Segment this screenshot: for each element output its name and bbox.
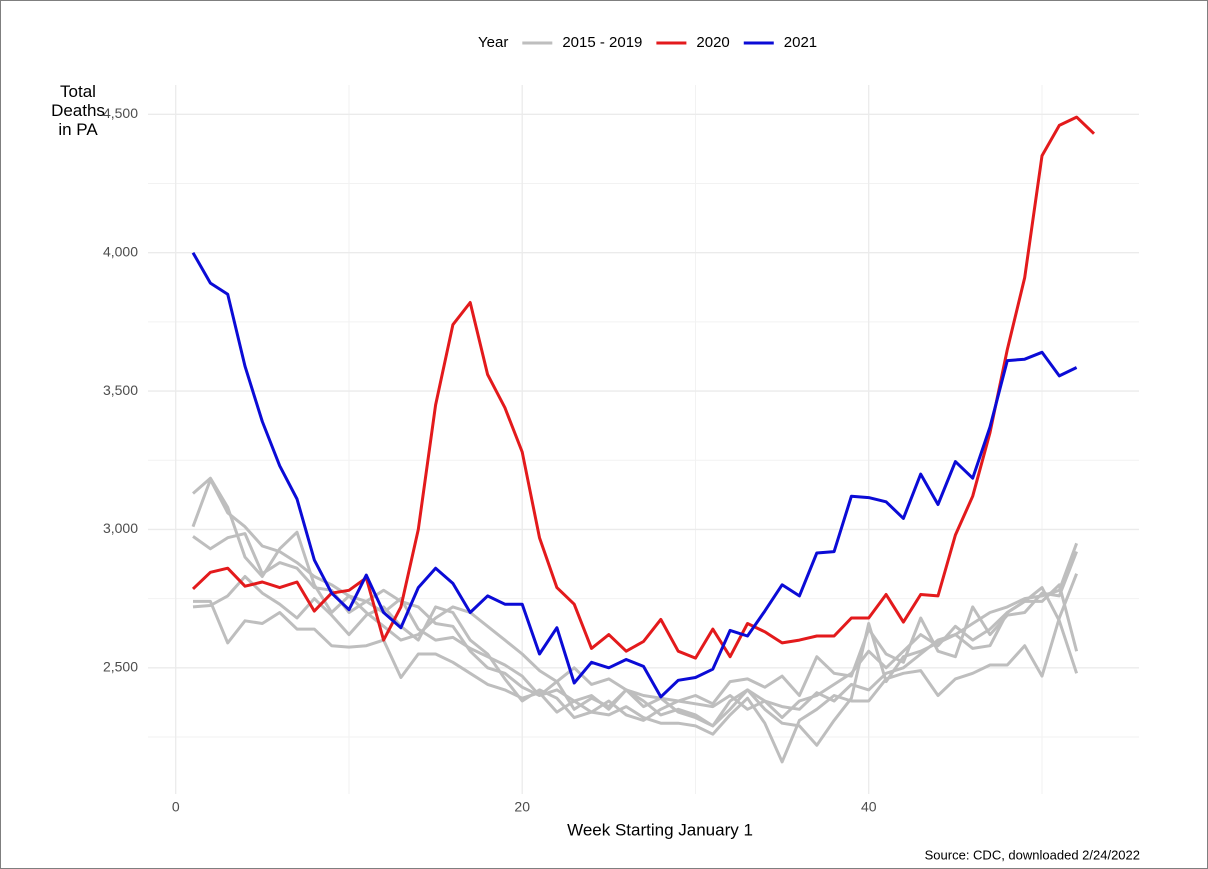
y-tick-label: 3,000: [103, 520, 138, 536]
caption: Source: CDC, downloaded 2/24/2022: [925, 847, 1140, 862]
series-line: [192, 551, 1078, 722]
legend-label: 2020: [696, 34, 729, 51]
y-tick-label: 4,000: [103, 243, 138, 259]
y-tick-label: 4,500: [103, 105, 138, 121]
legend-title: Year: [478, 34, 508, 51]
y-tick-label: 2,500: [103, 659, 138, 675]
x-tick-label: 20: [514, 799, 530, 815]
x-axis-title: Week Starting January 1: [567, 820, 753, 839]
series-line: [193, 573, 1078, 764]
legend-label: 2015 - 2019: [562, 34, 642, 51]
series-line: [191, 115, 1096, 660]
series-line: [191, 251, 1078, 699]
y-tick-label: 3,500: [103, 382, 138, 398]
legend-label: 2021: [784, 34, 817, 51]
series-line: [191, 478, 1079, 711]
series-line: [192, 476, 1079, 728]
x-tick-label: 40: [861, 799, 877, 815]
x-tick-label: 0: [172, 799, 180, 815]
y-axis-title: Total Deaths in PA: [51, 82, 105, 139]
